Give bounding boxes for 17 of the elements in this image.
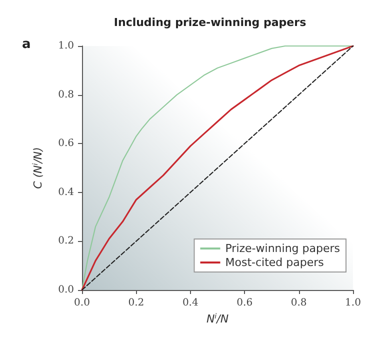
y-tick-label: 0.4 bbox=[58, 186, 74, 198]
y-tick-label: 0.6 bbox=[58, 138, 74, 150]
x-tick-label: 0.8 bbox=[290, 298, 307, 308]
x-tick-label: 0.4 bbox=[182, 298, 198, 308]
text: a bbox=[22, 37, 31, 52]
chart-title: Including prize-winning papers bbox=[114, 16, 307, 29]
y-tick-label: 0.0 bbox=[58, 284, 74, 296]
legend-label: Prize-winning papers bbox=[225, 242, 340, 255]
x-tick-label: 0.6 bbox=[236, 298, 253, 308]
y-tick-label: 1.0 bbox=[58, 40, 74, 52]
line-series bbox=[81, 45, 354, 291]
x-tick-label: 1.0 bbox=[345, 298, 361, 308]
legend-label: Most-cited papers bbox=[225, 256, 324, 269]
y-tick-label: 0.2 bbox=[58, 236, 74, 247]
x-tick-label: 0.0 bbox=[74, 298, 90, 308]
x-tick-label: 0.2 bbox=[128, 298, 144, 308]
y-tick-label: 0.8 bbox=[58, 89, 74, 100]
